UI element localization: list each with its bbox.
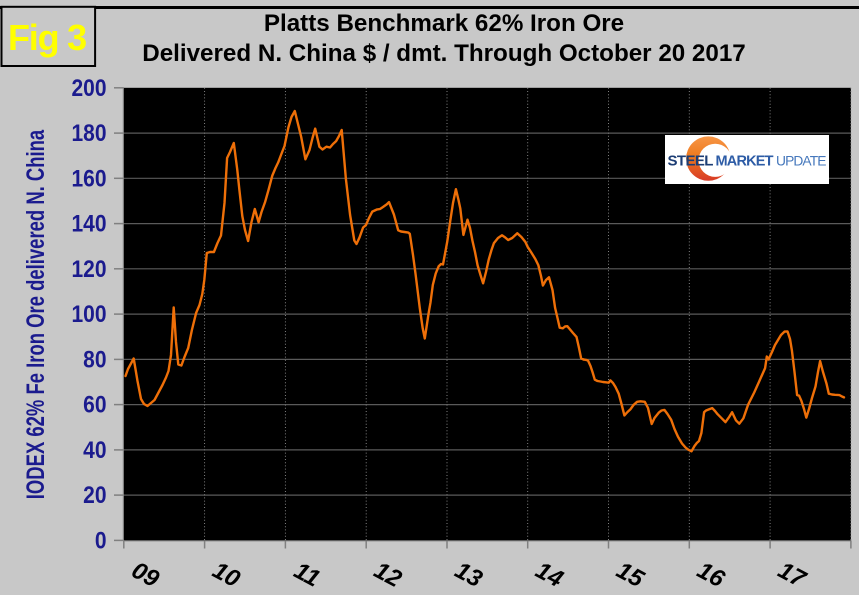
svg-text:STEEL: STEEL bbox=[668, 153, 714, 170]
svg-text:140: 140 bbox=[71, 210, 106, 237]
svg-text:100: 100 bbox=[71, 301, 106, 328]
svg-text:20: 20 bbox=[83, 482, 106, 509]
svg-text:40: 40 bbox=[83, 437, 106, 464]
svg-text:120: 120 bbox=[71, 256, 106, 283]
svg-text:60: 60 bbox=[83, 391, 106, 418]
svg-text:IODEX 62% Fe Iron Ore delivere: IODEX 62% Fe Iron Ore delivered N. China bbox=[21, 129, 49, 499]
svg-text:200: 200 bbox=[71, 75, 106, 102]
svg-text:80: 80 bbox=[83, 346, 106, 373]
svg-text:0: 0 bbox=[95, 527, 107, 554]
svg-text:160: 160 bbox=[71, 165, 106, 192]
svg-text:Fig 3: Fig 3 bbox=[8, 17, 86, 58]
svg-text:UPDATE: UPDATE bbox=[776, 154, 826, 169]
svg-text:MARKET: MARKET bbox=[716, 154, 774, 170]
svg-text:Platts Benchmark 62% Iron Ore: Platts Benchmark 62% Iron Ore bbox=[264, 10, 624, 37]
svg-text:180: 180 bbox=[71, 120, 106, 147]
svg-text:Delivered N. China $ / dmt. Th: Delivered N. China $ / dmt. Through Octo… bbox=[142, 40, 746, 67]
